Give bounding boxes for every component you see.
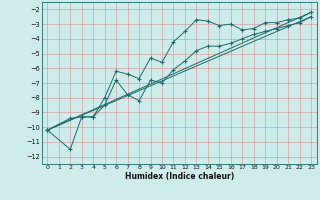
X-axis label: Humidex (Indice chaleur): Humidex (Indice chaleur)	[124, 172, 234, 181]
